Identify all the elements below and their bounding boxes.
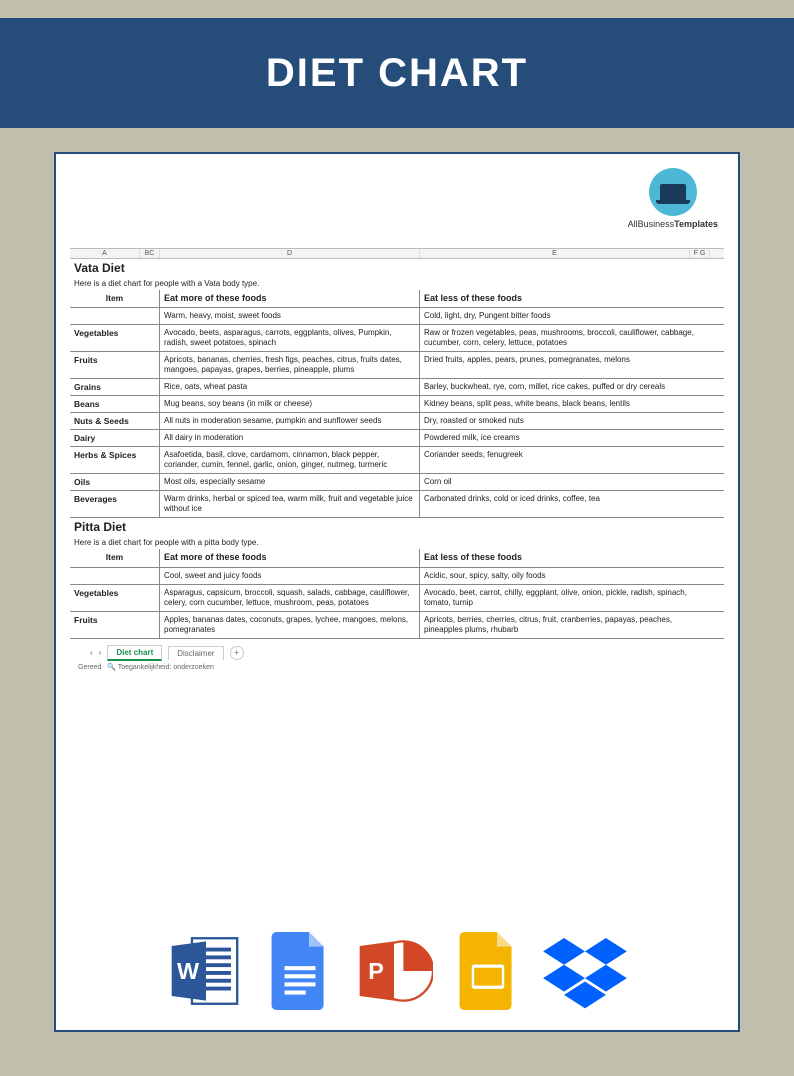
dropbox-icon xyxy=(543,938,627,1010)
table-row: Nuts & SeedsAll nuts in moderation sesam… xyxy=(70,413,724,430)
powerpoint-icon: P xyxy=(355,932,433,1010)
cell-more: Avocado, beets, asparagus, carrots, eggp… xyxy=(160,325,420,351)
pitta-header-row: Item Eat more of these foods Eat less of… xyxy=(70,549,724,567)
cell-more: Asparagus, capsicum, broccoli, squash, s… xyxy=(160,585,420,611)
col-bc: BC xyxy=(140,249,160,258)
cell-item: Beverages xyxy=(70,491,160,517)
vata-intro-row: Warm, heavy, moist, sweet foods Cold, li… xyxy=(70,308,724,325)
table-row: Herbs & SpicesAsafoetida, basil, clove, … xyxy=(70,447,724,474)
spreadsheet: A BC D E F G Vata Diet Here is a diet ch… xyxy=(70,248,724,671)
table-row: OilsMost oils, especially sesameCorn oil xyxy=(70,474,724,491)
cell-less: Avocado, beet, carrot, chilly, eggplant,… xyxy=(420,585,700,611)
page-title: DIET CHART xyxy=(266,51,528,96)
col-e: E xyxy=(420,249,690,258)
cell-more: Warm drinks, herbal or spiced tea, warm … xyxy=(160,491,420,517)
cell-more: Asafoetida, basil, clove, cardamom, cinn… xyxy=(160,447,420,473)
cell-less: Corn oil xyxy=(420,474,700,490)
table-row: BeveragesWarm drinks, herbal or spiced t… xyxy=(70,491,724,518)
table-row: BeansMug beans, soy beans (in milk or ch… xyxy=(70,396,724,413)
cell: Warm, heavy, moist, sweet foods xyxy=(160,308,420,324)
column-headers: A BC D E F G xyxy=(70,248,724,259)
table-row: FruitsApples, bananas dates, coconuts, g… xyxy=(70,612,724,639)
cell-more: Apricots, bananas, cherries, fresh figs,… xyxy=(160,352,420,378)
google-docs-icon xyxy=(271,932,329,1010)
cell-less: Dry, roasted or smoked nuts xyxy=(420,413,700,429)
hdr-more: Eat more of these foods xyxy=(160,290,420,307)
brand-line1: AllBusiness xyxy=(628,219,675,229)
header-bar: DIET CHART xyxy=(0,18,794,128)
pitta-subtitle: Here is a diet chart for people with a p… xyxy=(70,536,724,549)
cell-item: Fruits xyxy=(70,612,160,638)
table-row: DairyAll dairy in moderationPowdered mil… xyxy=(70,430,724,447)
brand-text: AllBusinessTemplates xyxy=(628,220,718,230)
cell-more: All nuts in moderation sesame, pumpkin a… xyxy=(160,413,420,429)
cell-less: Apricots, berries, cherries, citrus, fru… xyxy=(420,612,700,638)
document-preview: AllBusinessTemplates A BC D E F G Vata D… xyxy=(54,152,740,1032)
cell-item: Fruits xyxy=(70,352,160,378)
cell: Acidic, sour, spicy, salty, oily foods xyxy=(420,568,700,584)
cell-less: Kidney beans, split peas, white beans, b… xyxy=(420,396,700,412)
cell-more: Rice, oats, wheat pasta xyxy=(160,379,420,395)
cell-item: Nuts & Seeds xyxy=(70,413,160,429)
cell-less: Barley, buckwheat, rye, corn, millet, ri… xyxy=(420,379,700,395)
svg-text:W: W xyxy=(177,958,200,984)
sheet-tabs: ‹ › Diet chart Disclaimer + xyxy=(70,645,724,661)
col-a: A xyxy=(70,249,140,258)
cell-item: Vegetables xyxy=(70,325,160,351)
word-icon: W xyxy=(167,932,245,1010)
table-row: GrainsRice, oats, wheat pastaBarley, buc… xyxy=(70,379,724,396)
vata-subtitle: Here is a diet chart for people with a V… xyxy=(70,277,724,290)
app-icons-row: W P xyxy=(56,932,738,1010)
cell-item: Grains xyxy=(70,379,160,395)
cell xyxy=(70,308,160,324)
svg-text:P: P xyxy=(368,958,384,984)
cell-less: Dried fruits, apples, pears, prunes, pom… xyxy=(420,352,700,378)
cell-more: Most oils, especially sesame xyxy=(160,474,420,490)
tab-nav-prev[interactable]: ‹ xyxy=(90,648,93,657)
status-right: Toegankelijkheid: onderzoeken xyxy=(118,664,214,671)
cell xyxy=(70,568,160,584)
cell-more: Apples, bananas dates, coconuts, grapes,… xyxy=(160,612,420,638)
table-row: VegetablesAvocado, beets, asparagus, car… xyxy=(70,325,724,352)
cell-less: Raw or frozen vegetables, peas, mushroom… xyxy=(420,325,700,351)
cell-item: Dairy xyxy=(70,430,160,446)
hdr-less: Eat less of these foods xyxy=(420,290,700,307)
cell: Cold, light, dry, Pungent bitter foods xyxy=(420,308,700,324)
laptop-icon xyxy=(649,168,697,216)
cell-item: Vegetables xyxy=(70,585,160,611)
cell-less: Coriander seeds, fenugreek xyxy=(420,447,700,473)
col-d: D xyxy=(160,249,420,258)
vata-title: Vata Diet xyxy=(70,259,724,277)
cell-item: Beans xyxy=(70,396,160,412)
table-row: VegetablesAsparagus, capsicum, broccoli,… xyxy=(70,585,724,612)
tab-disclaimer[interactable]: Disclaimer xyxy=(168,646,223,660)
hdr-more: Eat more of these foods xyxy=(160,549,420,566)
status-bar: Gereed 🔍 Toegankelijkheid: onderzoeken xyxy=(70,661,724,671)
hdr-item: Item xyxy=(70,290,160,307)
cell-more: Mug beans, soy beans (in milk or cheese) xyxy=(160,396,420,412)
cell-item: Herbs & Spices xyxy=(70,447,160,473)
vata-header-row: Item Eat more of these foods Eat less of… xyxy=(70,290,724,308)
cell-item: Oils xyxy=(70,474,160,490)
tab-nav-next[interactable]: › xyxy=(99,648,102,657)
brand-line2: Templates xyxy=(674,219,718,229)
tab-diet-chart[interactable]: Diet chart xyxy=(107,645,162,661)
hdr-item: Item xyxy=(70,549,160,566)
pitta-title: Pitta Diet xyxy=(70,518,724,536)
col-fg: F G xyxy=(690,249,710,258)
tab-add-button[interactable]: + xyxy=(230,646,244,660)
cell-less: Powdered milk, ice creams xyxy=(420,430,700,446)
brand-logo: AllBusinessTemplates xyxy=(628,168,718,230)
table-row: FruitsApricots, bananas, cherries, fresh… xyxy=(70,352,724,379)
pitta-intro-row: Cool, sweet and juicy foods Acidic, sour… xyxy=(70,568,724,585)
hdr-less: Eat less of these foods xyxy=(420,549,700,566)
google-slides-icon xyxy=(459,932,517,1010)
cell-less: Carbonated drinks, cold or iced drinks, … xyxy=(420,491,700,517)
cell-more: All dairy in moderation xyxy=(160,430,420,446)
cell: Cool, sweet and juicy foods xyxy=(160,568,420,584)
status-left: Gereed xyxy=(78,664,101,671)
